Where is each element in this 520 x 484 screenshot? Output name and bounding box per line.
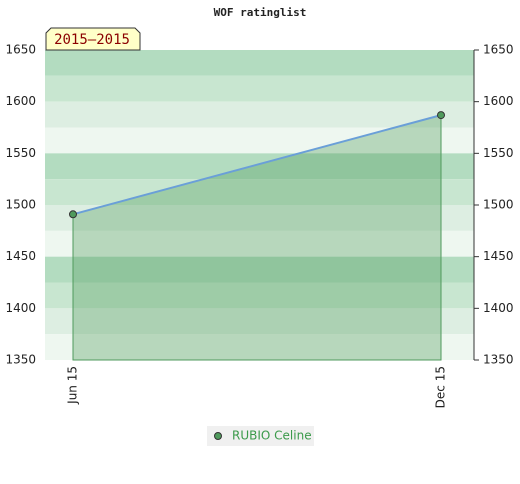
legend-label: RUBIO Celine <box>232 429 312 443</box>
plot-band <box>45 101 474 128</box>
legend-marker <box>214 432 222 440</box>
y-tick-label: 1450 <box>5 249 36 263</box>
y-tick-label: 1600 <box>5 94 36 108</box>
y2-tick-label: 1450 <box>483 249 514 263</box>
line <box>72 114 442 216</box>
plot-band <box>45 334 474 360</box>
plot-band <box>45 153 474 180</box>
period-tab <box>45 27 141 51</box>
plot-band <box>45 230 474 257</box>
plot-band <box>45 256 474 283</box>
y2-tick-label: 1500 <box>483 198 514 212</box>
period-label: 2015–2015 <box>54 32 130 48</box>
y2-tick-label: 1400 <box>483 301 514 315</box>
y-tick-label: 1550 <box>5 146 36 160</box>
plot-band <box>45 205 474 231</box>
y2-tick-label: 1550 <box>483 146 514 160</box>
chart-title: WOF ratinglist <box>214 6 307 19</box>
point <box>437 111 445 120</box>
x-tick-label: Jun 15 <box>66 366 80 405</box>
x-tick-label: Dec 15 <box>434 366 448 408</box>
point <box>69 210 77 219</box>
plot-band <box>45 50 474 76</box>
legend <box>207 426 314 446</box>
y-tick-label: 1350 <box>5 353 36 367</box>
y2-tick-label: 1600 <box>483 94 514 108</box>
plot-band <box>45 127 474 154</box>
plot-bands <box>45 50 474 360</box>
y-tick-label: 1650 <box>5 43 36 57</box>
plot-band <box>45 308 474 335</box>
plot-band <box>45 179 474 205</box>
y-tick-label: 1400 <box>5 301 36 315</box>
y2-tick-label: 1650 <box>483 43 514 57</box>
plot-band <box>45 75 474 102</box>
plot-band <box>45 282 474 309</box>
y2-tick-label: 1350 <box>483 353 514 367</box>
y-tick-label: 1500 <box>5 198 36 212</box>
